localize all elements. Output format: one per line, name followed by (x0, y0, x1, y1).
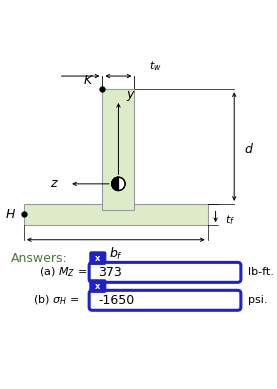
Text: (b) $\sigma_H\,=$: (b) $\sigma_H\,=$ (33, 293, 80, 307)
Polygon shape (112, 177, 119, 191)
Text: $t_w$: $t_w$ (149, 60, 162, 74)
FancyBboxPatch shape (89, 290, 241, 310)
Text: psi.: psi. (248, 295, 267, 305)
Text: x: x (95, 282, 101, 291)
Circle shape (112, 177, 125, 191)
Text: x: x (95, 254, 101, 263)
Text: -1650: -1650 (99, 294, 135, 307)
FancyBboxPatch shape (89, 262, 241, 282)
Text: $z$: $z$ (50, 177, 58, 190)
Text: $t_f$: $t_f$ (225, 213, 235, 227)
Text: $K$: $K$ (83, 74, 94, 87)
Text: $y$: $y$ (126, 89, 136, 103)
Text: Answers:: Answers: (11, 252, 67, 265)
Text: (a) $M_Z\,=$: (a) $M_Z\,=$ (39, 266, 88, 279)
FancyBboxPatch shape (90, 252, 106, 264)
Text: 373: 373 (99, 266, 122, 279)
FancyBboxPatch shape (90, 280, 106, 292)
Bar (24, 204, 207, 225)
Bar (102, 89, 134, 210)
Text: $H$: $H$ (5, 208, 16, 221)
Text: $d$: $d$ (243, 142, 253, 156)
Text: $b_f$: $b_f$ (109, 246, 123, 263)
Text: lb-ft.: lb-ft. (248, 267, 273, 277)
